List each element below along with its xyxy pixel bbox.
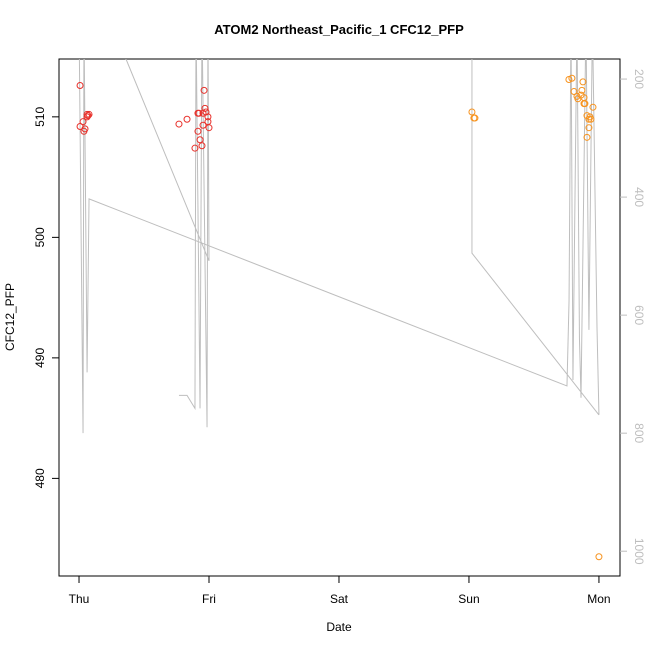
point <box>194 127 202 135</box>
x-tick-label: Sat <box>330 592 349 606</box>
y-tick-label: 500 <box>33 227 47 247</box>
point <box>568 74 576 82</box>
point <box>80 127 88 135</box>
point <box>195 109 203 117</box>
point <box>579 78 587 86</box>
x-axis-label: Date <box>326 620 352 634</box>
x-tick-label: Mon <box>587 592 610 606</box>
plot-area <box>76 59 603 561</box>
point <box>196 136 204 144</box>
point <box>205 124 213 132</box>
x-tick-label: Sun <box>458 592 479 606</box>
point <box>587 115 595 123</box>
point <box>183 115 191 123</box>
y2-tick-label: 600 <box>632 305 646 325</box>
point <box>580 100 588 108</box>
point <box>471 114 479 122</box>
y2-tick-label: 400 <box>632 187 646 207</box>
point <box>199 121 207 129</box>
y-tick-label: 480 <box>33 468 47 488</box>
point <box>204 113 212 121</box>
x-tick-label: Fri <box>202 592 216 606</box>
y2-tick-label: 800 <box>632 423 646 443</box>
y-axis-label: CFC12_PFP <box>3 283 17 351</box>
x-tick-label: Thu <box>69 592 90 606</box>
y-tick-label: 510 <box>33 107 47 127</box>
y2-tick-label: 200 <box>632 69 646 89</box>
point <box>595 553 603 561</box>
point <box>199 109 207 117</box>
point <box>589 103 597 111</box>
point <box>76 82 84 90</box>
point <box>468 108 476 116</box>
y2-tick-label: 1000 <box>632 538 646 565</box>
point <box>198 142 206 150</box>
chart-title: ATOM2 Northeast_Pacific_1 CFC12_PFP <box>214 22 464 37</box>
point <box>79 118 87 126</box>
point <box>83 110 91 118</box>
point <box>200 86 208 94</box>
point <box>84 112 92 120</box>
point <box>175 120 183 128</box>
point <box>570 88 578 96</box>
line <box>78 59 600 434</box>
y-tick-label: 490 <box>33 348 47 368</box>
point <box>83 113 91 121</box>
point <box>578 86 586 94</box>
point <box>583 133 591 141</box>
point <box>585 124 593 132</box>
point <box>191 144 199 152</box>
